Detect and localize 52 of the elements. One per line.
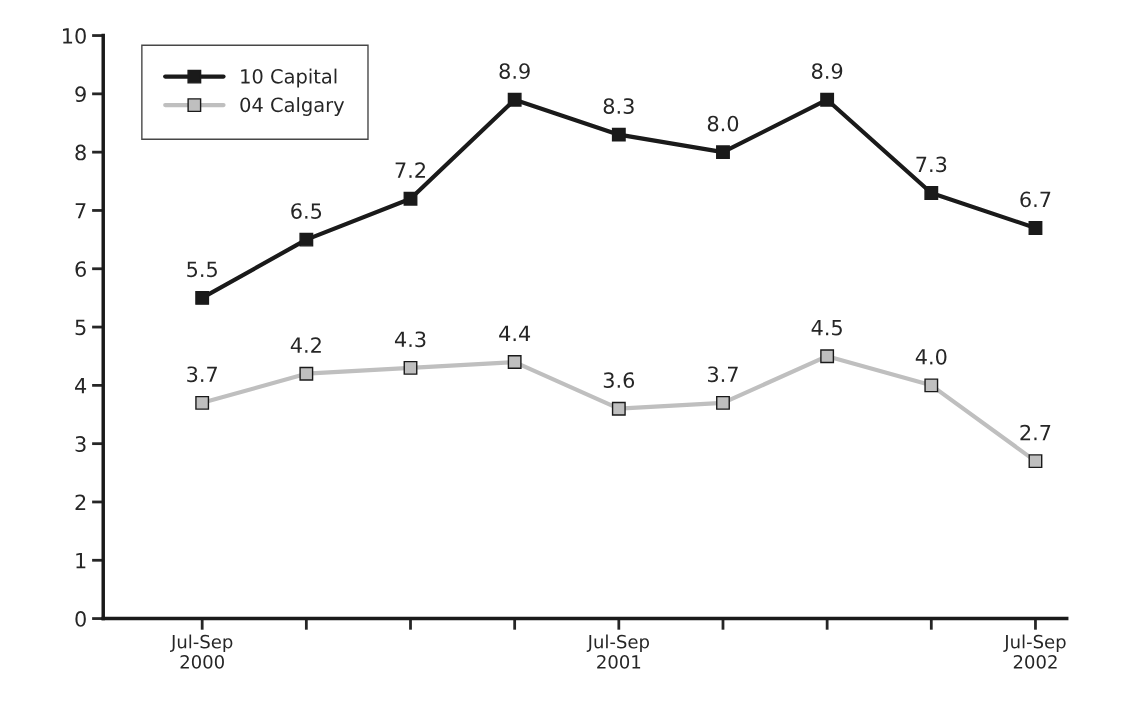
data-label: 2.7 bbox=[1020, 424, 1051, 441]
point bbox=[299, 232, 314, 247]
data-label: 7.2 bbox=[395, 162, 425, 178]
point bbox=[611, 401, 626, 416]
point bbox=[924, 186, 939, 200]
data-label: 4.0 bbox=[915, 348, 947, 365]
y-tick-label: 1 bbox=[76, 552, 86, 569]
x-tick-label: Jul-Sep 2000 bbox=[170, 634, 233, 669]
point bbox=[716, 145, 730, 160]
data-label: 5.5 bbox=[187, 261, 217, 278]
data-label: 4.3 bbox=[394, 331, 426, 348]
point bbox=[1028, 454, 1043, 469]
data-label: 7.3 bbox=[916, 156, 947, 173]
data-label: 4.4 bbox=[499, 325, 531, 342]
y-tick-label: 3 bbox=[75, 436, 86, 452]
point bbox=[403, 360, 418, 375]
point bbox=[611, 127, 626, 142]
point bbox=[820, 92, 835, 107]
point bbox=[403, 191, 418, 206]
x-tick-label: Jul-Sep 2002 bbox=[1003, 634, 1066, 669]
legend-label: 04 Calgary bbox=[240, 97, 345, 116]
data-label: 8.9 bbox=[811, 63, 843, 79]
y-tick-label: 4 bbox=[75, 378, 87, 394]
data-label: 4.2 bbox=[290, 337, 321, 353]
data-label: 6.5 bbox=[291, 203, 322, 219]
point bbox=[507, 355, 522, 369]
point bbox=[507, 92, 522, 107]
legend-label: 10 Capital bbox=[241, 68, 337, 88]
data-label: 8.3 bbox=[603, 98, 634, 114]
point bbox=[820, 349, 835, 364]
data-label: 6.7 bbox=[1020, 191, 1051, 208]
point bbox=[924, 378, 939, 393]
point bbox=[195, 290, 210, 305]
y-tick-label: 0 bbox=[75, 611, 86, 627]
point bbox=[195, 395, 210, 410]
point bbox=[299, 366, 314, 381]
y-tick-label: 2 bbox=[75, 494, 86, 510]
data-label: 3.6 bbox=[603, 372, 635, 388]
y-tick-label: 7 bbox=[75, 203, 86, 219]
data-label: 8.9 bbox=[499, 63, 530, 79]
y-tick-label: 5 bbox=[75, 319, 86, 336]
point bbox=[716, 395, 730, 410]
data-label: 8.0 bbox=[707, 115, 739, 132]
y-tick-label: 10 bbox=[63, 28, 86, 44]
data-label: 4.5 bbox=[811, 320, 842, 336]
data-label: 3.7 bbox=[708, 366, 738, 383]
data-label: 3.7 bbox=[187, 366, 217, 383]
y-tick-label: 9 bbox=[75, 86, 86, 103]
y-tick-label: 8 bbox=[75, 144, 86, 161]
point bbox=[1028, 221, 1043, 235]
y-tick-label: 6 bbox=[75, 261, 86, 277]
x-tick-label: Jul-Sep 2001 bbox=[586, 634, 649, 669]
